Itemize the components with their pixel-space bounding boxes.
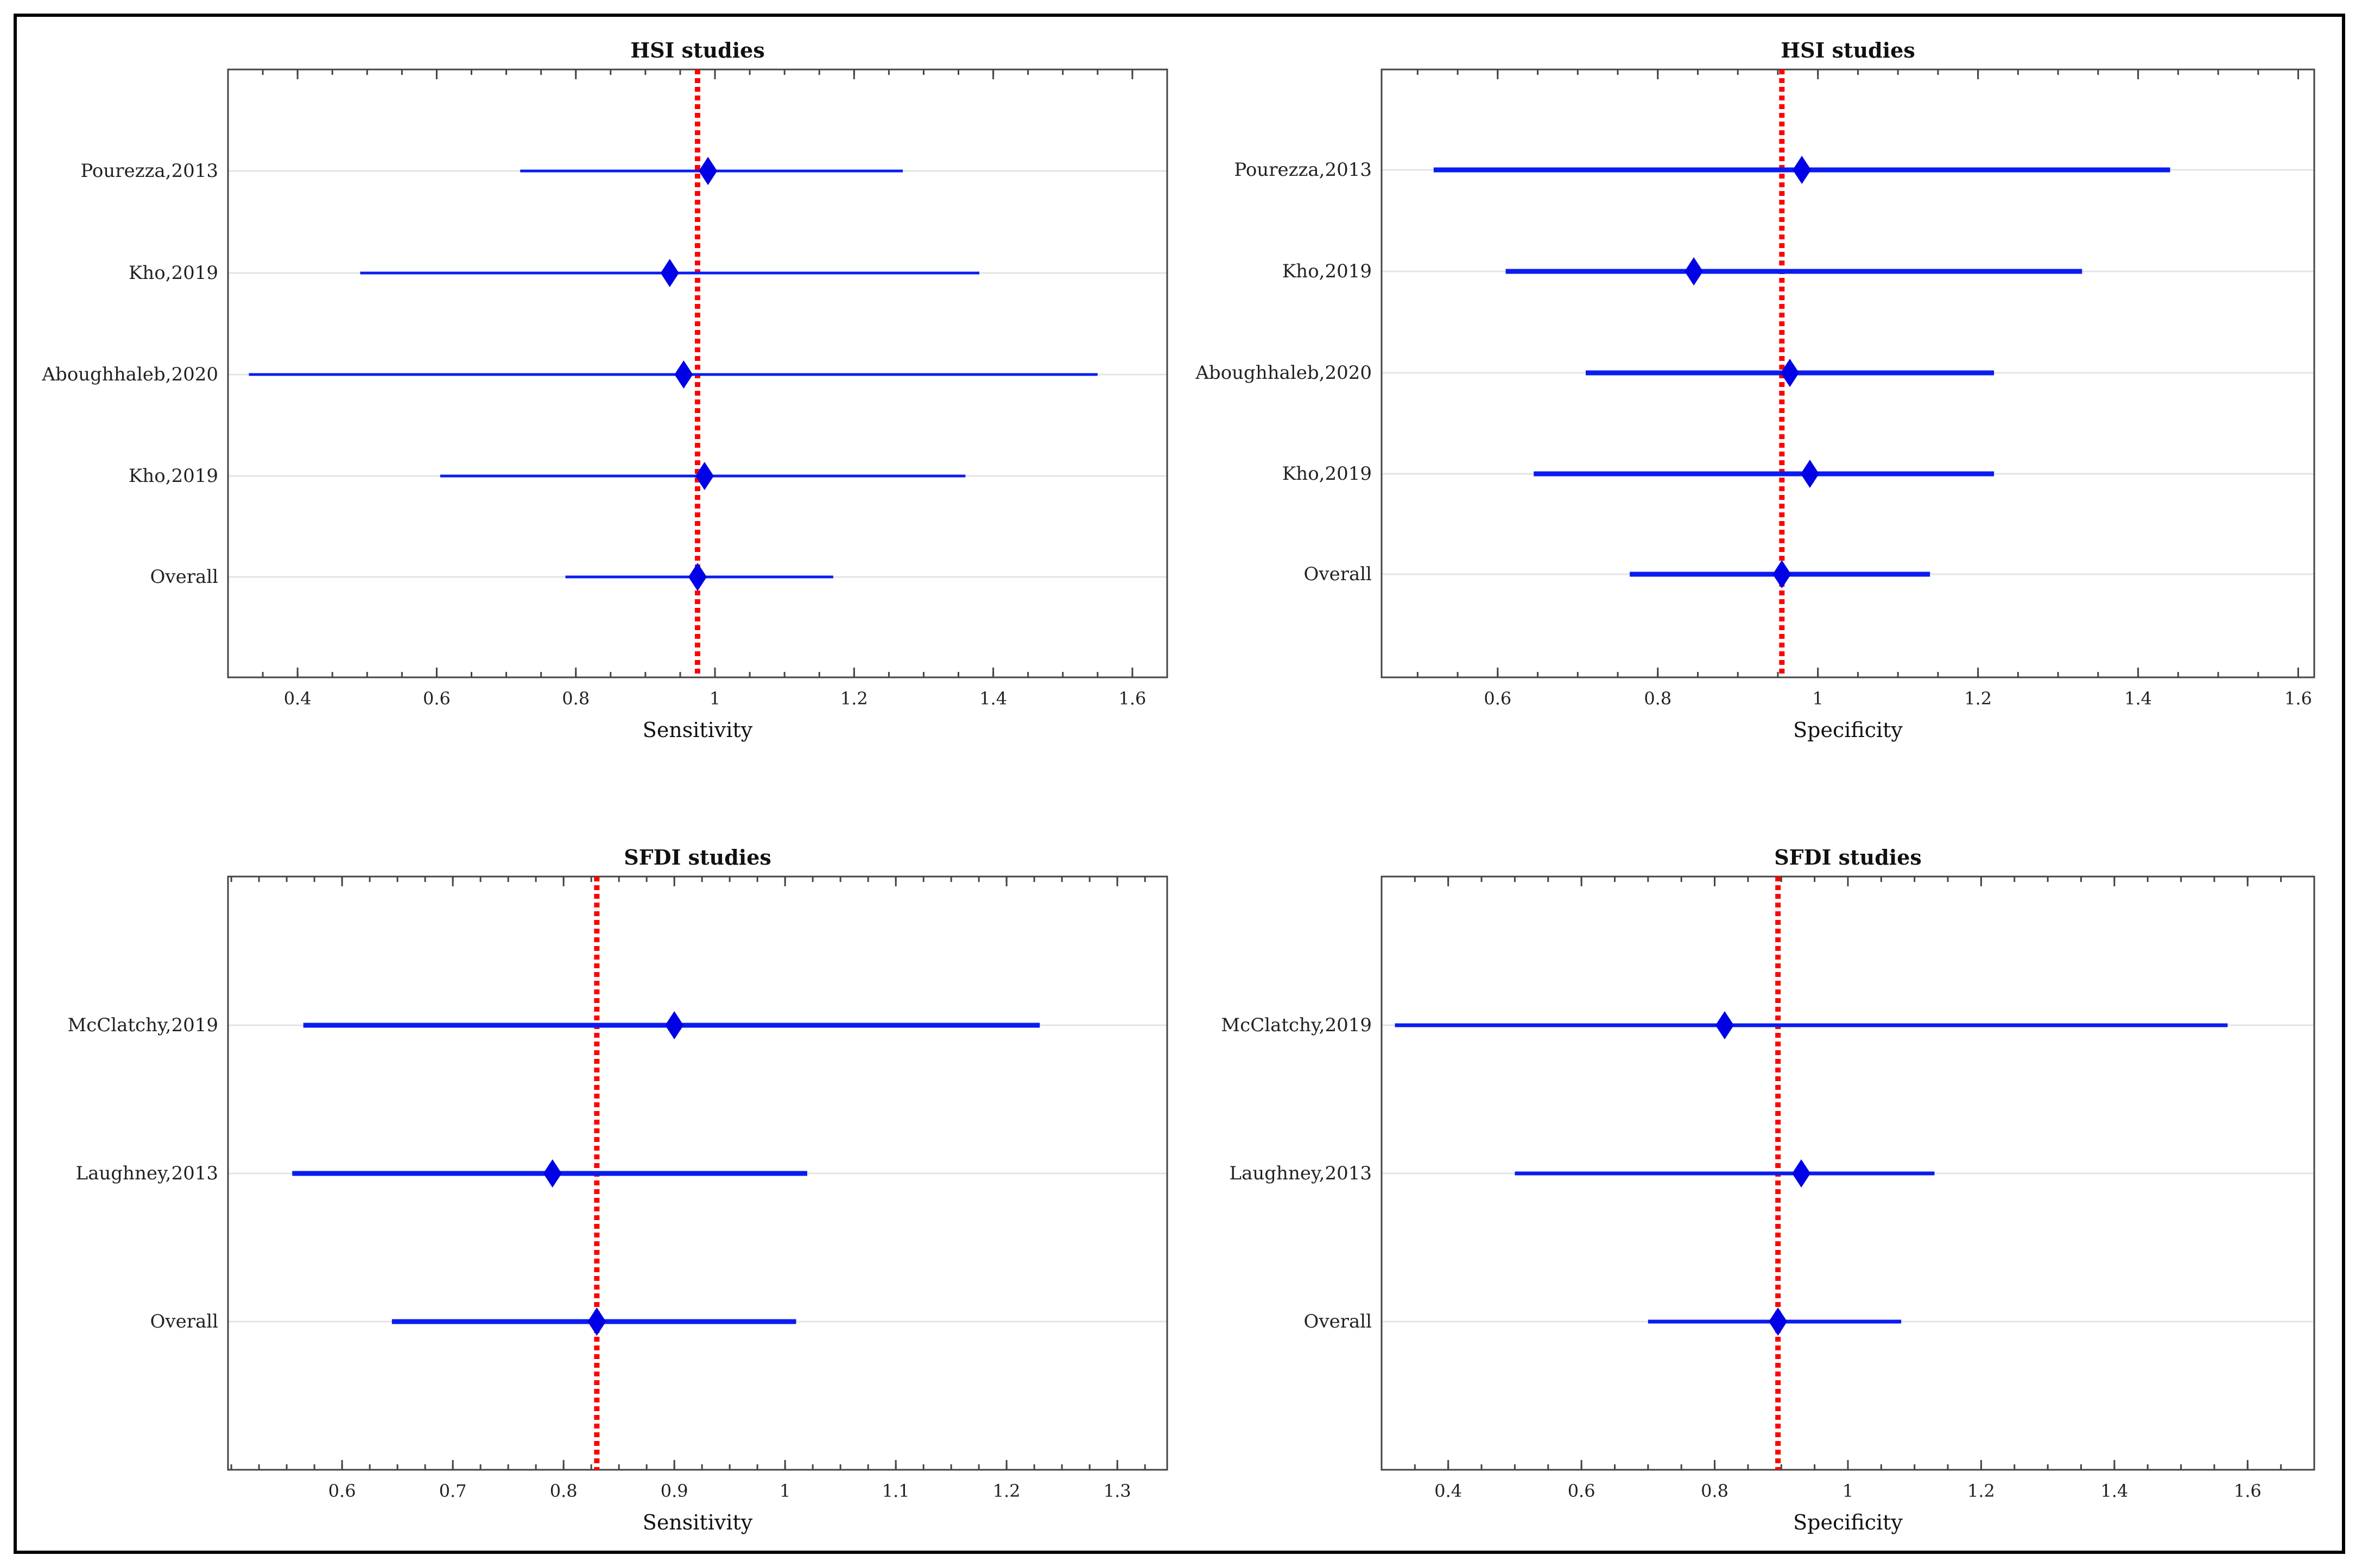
panel-title: HSI studies bbox=[1781, 38, 1915, 62]
point-estimate-marker bbox=[1685, 257, 1704, 285]
x-tick-label: 0.6 bbox=[1484, 688, 1511, 709]
x-tick-label: 1.2 bbox=[1964, 688, 1992, 709]
x-tick-label: 0.6 bbox=[1568, 1481, 1595, 1501]
x-tick-label: 0.8 bbox=[1701, 1481, 1728, 1501]
x-tick-label: 0.6 bbox=[423, 688, 451, 709]
x-tick-label: 0.8 bbox=[1644, 688, 1671, 709]
point-estimate-marker bbox=[699, 157, 718, 185]
panel-title: SFDI studies bbox=[624, 845, 771, 869]
x-tick-label: 1.6 bbox=[2234, 1481, 2262, 1501]
point-estimate-marker bbox=[1715, 1011, 1734, 1039]
point-estimate-marker bbox=[688, 563, 707, 591]
point-estimate-marker bbox=[543, 1159, 562, 1188]
x-axis-label: Specificity bbox=[1793, 718, 1903, 742]
study-label: Aboughhaleb,2020 bbox=[1195, 362, 1372, 384]
x-tick-label: 1.6 bbox=[2284, 688, 2312, 709]
panel-4: 0.4 0.6 0.8 1 1.2 1.4 1.6 McClatchy,2019 Laughne… bbox=[1221, 845, 2315, 1534]
x-tick-label: 0.7 bbox=[439, 1481, 467, 1501]
x-tick-label: 0.4 bbox=[1434, 1481, 1462, 1501]
point-estimate-marker bbox=[1781, 359, 1800, 387]
point-estimate-marker bbox=[665, 1011, 684, 1039]
point-estimate-marker bbox=[1792, 1159, 1811, 1188]
x-tick-label: 1.4 bbox=[979, 688, 1007, 709]
panel-1: 0.4 0.6 0.8 1 1.2 1.4 1.6 Pourezza,2013 Kho,2019… bbox=[41, 38, 1168, 742]
study-label: Overall bbox=[1304, 1311, 1372, 1332]
x-tick-label: 1.1 bbox=[882, 1481, 910, 1501]
x-tick-label: 0.8 bbox=[550, 1481, 578, 1501]
x-axis-label: Sensitivity bbox=[643, 718, 753, 742]
study-label: Kho,2019 bbox=[129, 465, 218, 487]
study-label: Laughney,2013 bbox=[1230, 1163, 1372, 1184]
panel-2: 0.6 0.8 1 1.2 1.4 1.6 Pourezza,2013 Kho,2019 Abo… bbox=[1195, 38, 2315, 742]
x-tick-label: 0.6 bbox=[328, 1481, 356, 1501]
point-estimate-marker bbox=[587, 1307, 606, 1336]
point-estimate-marker bbox=[674, 360, 693, 389]
x-tick-label: 0.9 bbox=[661, 1481, 688, 1501]
x-tick-label: 1.2 bbox=[993, 1481, 1021, 1501]
x-tick-label: 1.2 bbox=[840, 688, 868, 709]
point-estimate-marker bbox=[660, 259, 679, 287]
point-estimate-marker bbox=[695, 462, 714, 490]
x-tick-label: 0.8 bbox=[562, 688, 590, 709]
x-axis-label: Sensitivity bbox=[643, 1510, 753, 1534]
study-label: Kho,2019 bbox=[1282, 463, 1372, 485]
x-tick-label: 1 bbox=[780, 1481, 790, 1501]
study-label: McClatchy,2019 bbox=[1221, 1014, 1372, 1036]
point-estimate-marker bbox=[1800, 460, 1819, 488]
x-tick-label: 1 bbox=[710, 688, 720, 709]
panel-3: 0.6 0.7 0.8 0.9 1 1.1 1.2 1.3 McClatchy,2019 Laug… bbox=[67, 845, 1168, 1534]
study-label: Laughney,2013 bbox=[76, 1163, 218, 1184]
axes-box bbox=[1381, 68, 2315, 678]
point-estimate-marker bbox=[1772, 560, 1791, 588]
panel-title: HSI studies bbox=[630, 38, 765, 62]
x-tick-label: 0.4 bbox=[284, 688, 312, 709]
x-tick-label: 1 bbox=[1842, 1481, 1853, 1501]
study-label: Pourezza,2013 bbox=[1234, 159, 1372, 181]
x-axis-label: Specificity bbox=[1793, 1510, 1903, 1534]
study-label: Overall bbox=[150, 566, 218, 588]
x-tick-label: 1.6 bbox=[1118, 688, 1146, 709]
study-label: Kho,2019 bbox=[129, 262, 218, 284]
axes-box bbox=[1381, 875, 2315, 1471]
x-tick-label: 1.4 bbox=[2124, 688, 2152, 709]
point-estimate-marker bbox=[1769, 1307, 1788, 1336]
figure-frame bbox=[14, 14, 2345, 1554]
point-estimate-marker bbox=[1793, 156, 1812, 184]
study-label: Overall bbox=[150, 1311, 218, 1332]
study-label: Kho,2019 bbox=[1282, 261, 1372, 282]
study-label: Overall bbox=[1304, 563, 1372, 585]
study-label: Aboughhaleb,2020 bbox=[41, 364, 218, 385]
axes-box bbox=[227, 875, 1168, 1471]
x-tick-label: 1 bbox=[1813, 688, 1823, 709]
x-tick-label: 1.3 bbox=[1104, 1481, 1131, 1501]
x-tick-label: 1.4 bbox=[2100, 1481, 2128, 1501]
panel-title: SFDI studies bbox=[1774, 845, 1922, 869]
study-label: Pourezza,2013 bbox=[80, 160, 218, 182]
study-label: McClatchy,2019 bbox=[67, 1014, 218, 1036]
x-tick-label: 1.2 bbox=[1967, 1481, 1995, 1501]
